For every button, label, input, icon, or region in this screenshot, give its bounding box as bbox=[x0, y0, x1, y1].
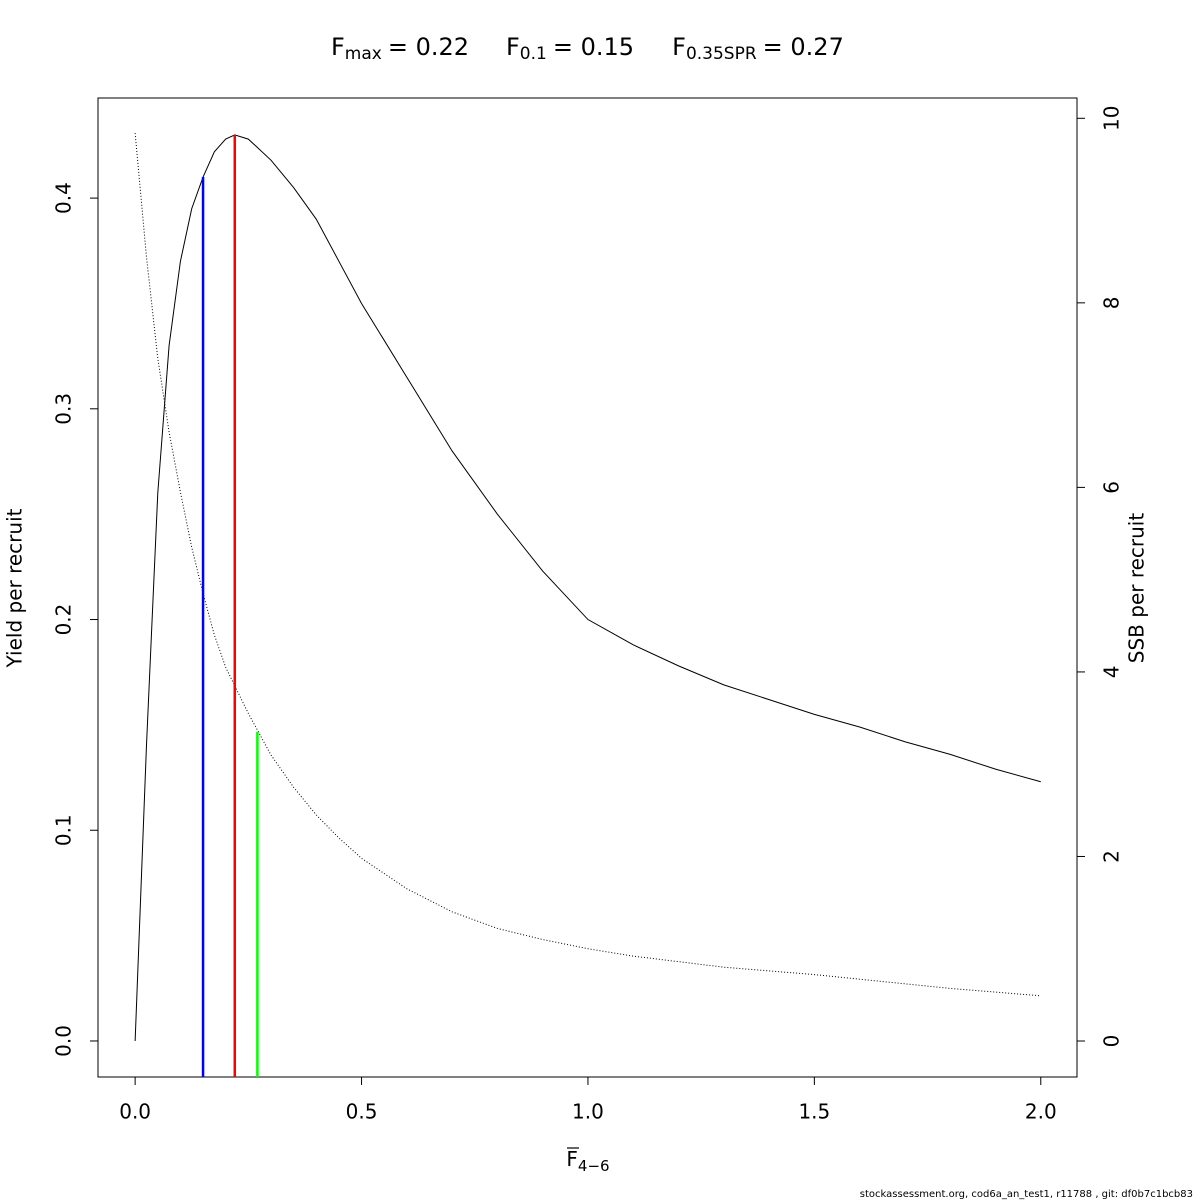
footnote: stockassessment.org, cod6a_an_test1, r11… bbox=[860, 1189, 1193, 1200]
x-tick-label: 1.5 bbox=[798, 1100, 830, 1124]
title-value: = 0.22 bbox=[388, 33, 469, 61]
series-line bbox=[134, 133, 1041, 997]
plot-frame bbox=[97, 97, 1078, 1078]
y2-tick-label: 4 bbox=[1100, 666, 1124, 679]
title-subscript: 0.1 bbox=[520, 44, 547, 64]
y2-tick-label: 2 bbox=[1100, 850, 1124, 863]
y-axis-label: Yield per recruit bbox=[3, 508, 27, 668]
y-tick-label: 0.1 bbox=[52, 814, 76, 846]
y-tick-label: 0.4 bbox=[52, 182, 76, 214]
title-part: F0.35SPR = 0.27 bbox=[672, 33, 844, 64]
title-subscript: 0.35SPR bbox=[686, 44, 757, 64]
x-tick-label: 1.0 bbox=[572, 1100, 604, 1124]
x-tick-label: 0.5 bbox=[346, 1100, 378, 1124]
y2-tick-label: 8 bbox=[1100, 296, 1124, 309]
x-tick-label: 2.0 bbox=[1025, 1100, 1057, 1124]
y2-axis-label: SSB per recruit bbox=[1125, 513, 1149, 664]
x-axis-label-symbol: F bbox=[566, 1147, 578, 1171]
y-tick-label: 0.2 bbox=[52, 604, 76, 636]
x-axis-label: F4−6 bbox=[566, 1147, 609, 1175]
title-subscript: max bbox=[345, 44, 382, 64]
title-value: = 0.27 bbox=[763, 33, 844, 61]
title-part: Fmax = 0.22 bbox=[331, 33, 469, 64]
title-value: = 0.15 bbox=[553, 33, 634, 61]
title-symbol: F bbox=[331, 33, 345, 61]
y2-tick-label: 6 bbox=[1100, 481, 1124, 494]
y2-tick-label: 0 bbox=[1100, 1035, 1124, 1048]
title-symbol: F bbox=[506, 33, 520, 61]
x-tick-label: 0.0 bbox=[119, 1100, 151, 1124]
y-tick-label: 0.0 bbox=[52, 1025, 76, 1057]
title-part: F0.1 = 0.15 bbox=[506, 33, 634, 64]
series-line bbox=[134, 134, 1041, 1041]
title-symbol: F bbox=[672, 33, 686, 61]
x-axis-label-subscript: 4−6 bbox=[578, 1157, 610, 1175]
y-tick-label: 0.3 bbox=[52, 393, 76, 425]
y2-tick-label: 10 bbox=[1100, 106, 1124, 131]
